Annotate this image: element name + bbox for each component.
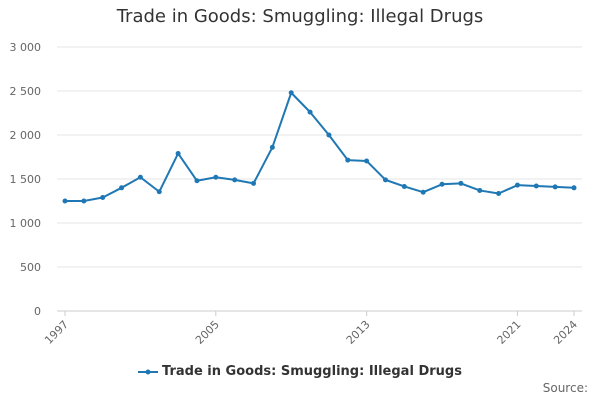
data-point-2023[interactable] xyxy=(552,184,558,190)
data-point-2001[interactable] xyxy=(137,174,143,180)
y-tick-label-0: 0 xyxy=(34,305,41,318)
legend-label: Trade in Goods: Smuggling: Illegal Drugs xyxy=(162,364,462,379)
data-point-1999[interactable] xyxy=(100,194,106,200)
y-tick-label-1000: 1 000 xyxy=(10,217,42,230)
y-axis-ticks: 0 500 1 000 1 500 2 000 2 500 3 000 xyxy=(10,41,42,318)
data-point-2018[interactable] xyxy=(458,180,464,186)
data-point-2006[interactable] xyxy=(232,177,238,183)
data-point-2019[interactable] xyxy=(477,187,483,193)
data-point-2002[interactable] xyxy=(156,189,162,195)
x-tick-label-2021: 2021 xyxy=(495,318,524,347)
legend[interactable]: Trade in Goods: Smuggling: Illegal Drugs xyxy=(0,364,600,379)
data-point-2010[interactable] xyxy=(307,109,313,115)
data-point-2012[interactable] xyxy=(345,157,351,163)
y-tick-label-3000: 3 000 xyxy=(10,41,42,54)
chart-title: Trade in Goods: Smuggling: Illegal Drugs xyxy=(116,6,484,27)
data-point-1998[interactable] xyxy=(81,198,87,204)
series-layer xyxy=(62,90,577,204)
data-point-2014[interactable] xyxy=(382,177,388,183)
data-point-2015[interactable] xyxy=(401,183,407,189)
data-point-2022[interactable] xyxy=(533,183,539,189)
x-tick-label-1997: 1997 xyxy=(42,318,71,347)
grid-lines xyxy=(57,46,582,312)
data-point-2011[interactable] xyxy=(326,132,332,138)
y-tick-label-500: 500 xyxy=(20,261,41,274)
legend-swatch-icon xyxy=(138,369,159,374)
data-point-2017[interactable] xyxy=(439,181,445,187)
y-tick-label-2000: 2 000 xyxy=(10,129,42,142)
data-point-2007[interactable] xyxy=(251,180,257,186)
data-point-2013[interactable] xyxy=(364,158,370,164)
data-point-2000[interactable] xyxy=(119,185,125,191)
data-point-2016[interactable] xyxy=(420,189,426,195)
data-point-2009[interactable] xyxy=(288,90,294,96)
x-tick-label-2024: 2024 xyxy=(551,318,580,347)
source-label: Source: xyxy=(542,381,588,395)
data-point-2005[interactable] xyxy=(213,174,219,180)
data-point-1997[interactable] xyxy=(62,198,68,204)
y-tick-label-1500: 1 500 xyxy=(10,173,42,186)
data-point-2004[interactable] xyxy=(194,178,200,184)
data-point-2024[interactable] xyxy=(571,185,577,191)
x-tick-label-2013: 2013 xyxy=(344,318,373,347)
series-line-0 xyxy=(65,91,575,202)
data-point-2021[interactable] xyxy=(514,182,520,188)
x-axis-ticks: 1997 2005 2013 2021 2024 xyxy=(42,311,580,347)
data-point-2003[interactable] xyxy=(175,150,181,156)
y-tick-label-2500: 2 500 xyxy=(10,85,42,98)
x-tick-label-2005: 2005 xyxy=(193,318,222,347)
data-point-2008[interactable] xyxy=(269,144,275,150)
data-point-2020[interactable] xyxy=(496,191,502,197)
